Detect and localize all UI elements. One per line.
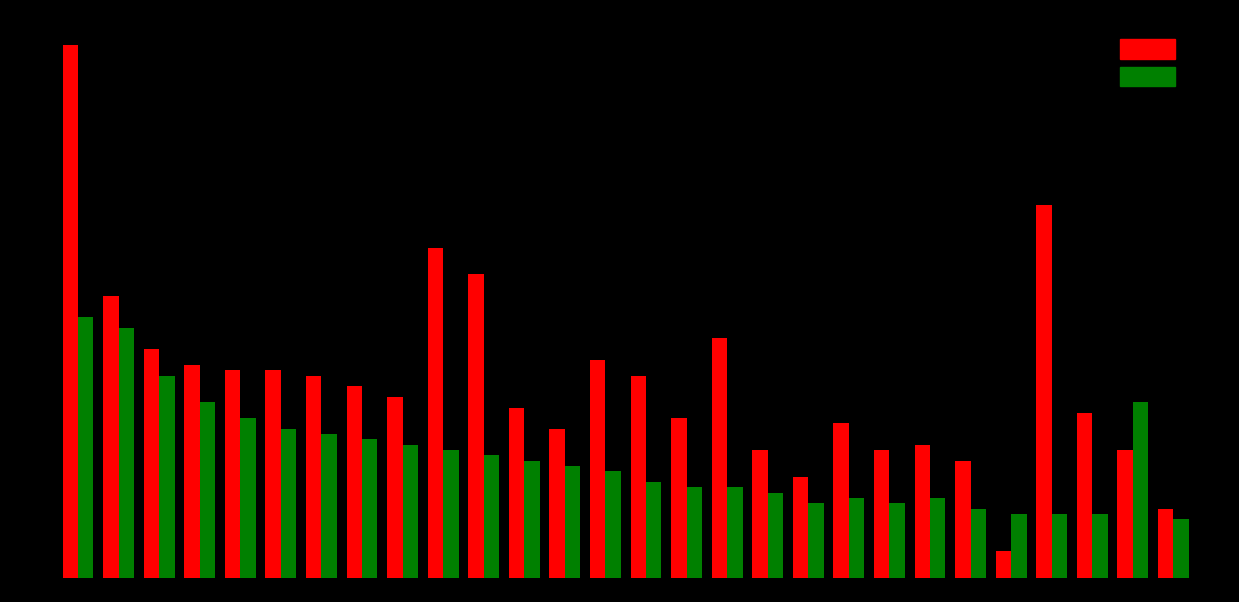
Bar: [1011, 514, 1027, 578]
Bar: [549, 429, 565, 578]
Bar: [590, 359, 606, 578]
Bar: [483, 456, 499, 578]
Bar: [321, 434, 337, 578]
Bar: [224, 370, 240, 578]
Bar: [1118, 450, 1132, 578]
Bar: [403, 445, 418, 578]
Bar: [78, 317, 93, 578]
Bar: [996, 551, 1011, 578]
Bar: [1093, 514, 1108, 578]
Bar: [362, 439, 378, 578]
Bar: [793, 477, 808, 578]
Bar: [686, 488, 703, 578]
Bar: [873, 450, 890, 578]
Bar: [930, 498, 945, 578]
Bar: [849, 498, 865, 578]
Legend: , : ,: [1111, 31, 1194, 95]
Bar: [727, 488, 742, 578]
Bar: [955, 461, 970, 578]
Bar: [62, 45, 78, 578]
Bar: [387, 397, 403, 578]
Bar: [509, 408, 524, 578]
Bar: [970, 509, 986, 578]
Bar: [1077, 413, 1093, 578]
Bar: [524, 461, 540, 578]
Bar: [565, 466, 580, 578]
Bar: [281, 429, 296, 578]
Bar: [914, 445, 930, 578]
Bar: [1158, 509, 1173, 578]
Bar: [240, 418, 255, 578]
Bar: [444, 450, 458, 578]
Bar: [468, 275, 483, 578]
Bar: [1036, 205, 1052, 578]
Bar: [711, 338, 727, 578]
Bar: [1132, 402, 1149, 578]
Bar: [427, 248, 444, 578]
Bar: [752, 450, 768, 578]
Bar: [103, 296, 119, 578]
Bar: [144, 349, 159, 578]
Bar: [185, 365, 199, 578]
Bar: [631, 376, 646, 578]
Bar: [119, 327, 134, 578]
Bar: [672, 418, 686, 578]
Bar: [265, 370, 281, 578]
Bar: [1052, 514, 1067, 578]
Bar: [646, 482, 662, 578]
Bar: [159, 376, 175, 578]
Bar: [347, 386, 362, 578]
Bar: [306, 376, 321, 578]
Bar: [768, 492, 783, 578]
Bar: [834, 423, 849, 578]
Bar: [606, 471, 621, 578]
Bar: [808, 503, 824, 578]
Bar: [890, 503, 904, 578]
Bar: [1173, 520, 1189, 578]
Bar: [199, 402, 216, 578]
